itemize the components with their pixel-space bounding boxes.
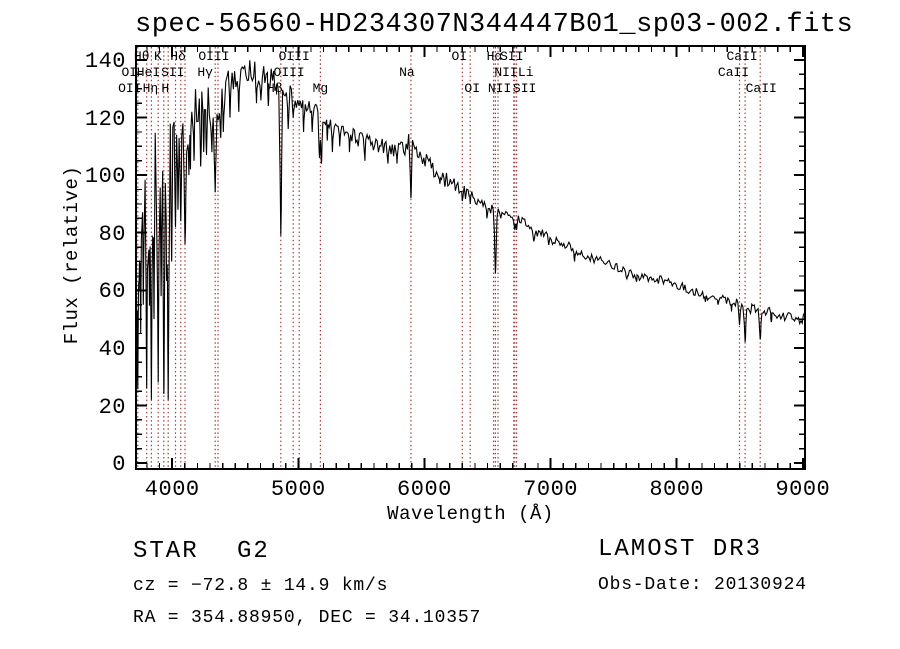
spectral-line-label: SII <box>500 49 524 64</box>
y-tick-label: 20 <box>98 394 126 420</box>
object-class: STAR <box>133 538 199 565</box>
x-tick-label: 6000 <box>397 477 452 502</box>
spectral-line-label: Mg <box>312 81 329 96</box>
spectral-line-label: OII <box>118 81 142 96</box>
spectral-line-label: NII <box>494 65 518 80</box>
spectral-line-label: CaII <box>726 49 758 64</box>
y-tick-label: 140 <box>84 48 126 74</box>
spectral-line-label: OI <box>451 49 468 64</box>
spectral-line-label: Hα <box>486 49 503 64</box>
spectral-line-label: H <box>161 81 170 96</box>
ra-dec-value: RA = 354.88950, DEC = 34.10357 <box>133 608 482 628</box>
cz-value: cz = −72.8 ± 14.9 km/s <box>133 576 389 596</box>
y-tick-label: 120 <box>84 106 126 132</box>
y-axis-label: Flux (relative) <box>61 165 83 345</box>
spectral-line-label: OIII <box>278 49 310 64</box>
x-axis-label: Wavelength (Å) <box>387 503 554 525</box>
spectral-line-label: OIII <box>198 49 230 64</box>
obs-date: Obs-Date: 20130924 <box>598 575 807 595</box>
spectral-line-label: K <box>153 49 162 64</box>
spectral-line-label: Hθ <box>133 49 150 64</box>
y-tick-label: 100 <box>84 164 126 190</box>
spectral-line-label: CaII <box>717 65 750 80</box>
x-tick-label: 7000 <box>523 477 578 502</box>
y-tick-label: 40 <box>98 336 126 362</box>
x-tick-label: 5000 <box>270 477 326 502</box>
spectral-line-label: OI <box>464 81 481 96</box>
spectral-line-label: HeI <box>136 65 161 80</box>
x-tick-label: 4000 <box>144 477 200 502</box>
y-tick-label: 60 <box>98 279 126 305</box>
spectral-line-label: Hη <box>142 81 159 96</box>
y-tick-label: 0 <box>112 452 126 478</box>
y-tick-label: 80 <box>98 221 126 247</box>
spectral-line-label: SII <box>161 65 185 80</box>
survey-name: LAMOST DR3 <box>598 536 763 563</box>
spectral-line-label: Li <box>517 65 534 80</box>
spectral-line-label: OI <box>121 65 138 80</box>
spectral-line-label: Hγ <box>197 65 213 80</box>
spectral-line-label: SII <box>512 81 537 96</box>
spectral-line-label: Hβ <box>267 81 283 96</box>
x-tick-label: 8000 <box>649 477 705 502</box>
spectral-line-label: OIII <box>273 65 305 80</box>
spectral-line-label: CaII <box>745 81 777 96</box>
spectral-line-label: NII <box>487 81 512 96</box>
object-subclass: G2 <box>237 538 270 565</box>
plot-title: spec-56560-HD234307N344447B01_sp03-002.f… <box>135 10 854 40</box>
x-tick-label: 9000 <box>775 477 831 502</box>
spectral-line-label: Hδ <box>170 49 186 64</box>
spectral-line-label: Na <box>399 65 415 80</box>
